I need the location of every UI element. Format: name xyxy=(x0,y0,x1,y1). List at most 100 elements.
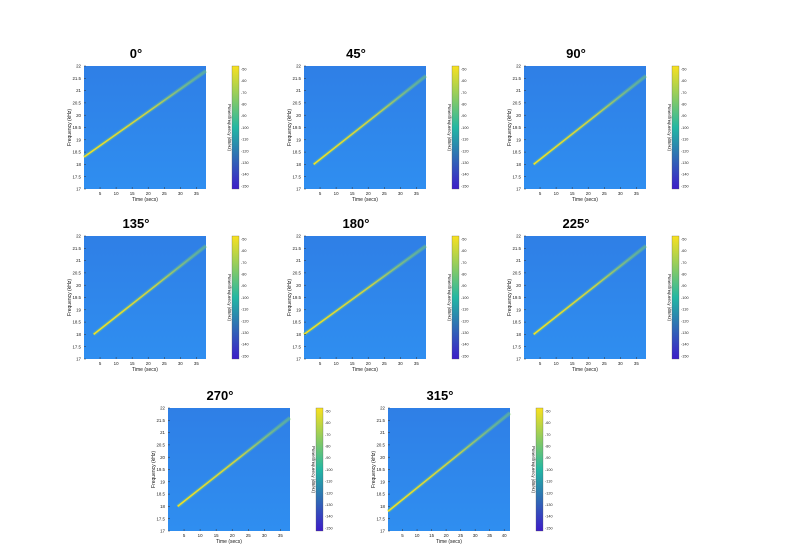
chart-title: 90° xyxy=(566,46,586,61)
x-tick-label: 30 xyxy=(178,361,183,366)
colorbar-tick-label: -130 xyxy=(681,161,689,165)
chirp-ridge xyxy=(533,245,647,336)
colorbar xyxy=(231,235,240,360)
colorbar-tick-label: -130 xyxy=(681,331,689,335)
spectrogram-chart: 22 21.5 21 20.5 20 19.5 19 18.5 18 17.5 17 5 10 15 20 2… xyxy=(67,234,249,373)
colorbar-tick-label: -150 xyxy=(545,526,553,530)
y-tick-label: 17 xyxy=(296,357,301,362)
colorbar-tick-label: -140 xyxy=(545,515,553,519)
x-tick-label: 15 xyxy=(570,361,575,366)
x-tick-label: 10 xyxy=(554,191,559,196)
y-axis-label: Frequency (kHz) xyxy=(507,279,513,316)
x-tick-label: 35 xyxy=(194,361,199,366)
colorbar-tick-label: -130 xyxy=(241,161,249,165)
x-tick-label: 35 xyxy=(634,191,639,196)
y-tick-label: 21.5 xyxy=(512,246,521,251)
colorbar-tick-label: -50 xyxy=(241,237,247,241)
spectrogram-chart: 22 21.5 21 20.5 20 19.5 19 18.5 18 17.5 17 5 10 15 20 2… xyxy=(287,64,469,203)
x-tick-label: 10 xyxy=(415,533,420,538)
y-axis-label: Frequency (kHz) xyxy=(67,109,73,146)
chirp-ridge xyxy=(303,245,427,336)
y-tick-label: 22 xyxy=(380,406,385,411)
colorbar-tick-label: -120 xyxy=(461,319,469,323)
colorbar-tick-label: -110 xyxy=(461,138,468,142)
spectrogram-panel-180: 180° 22 21.5 21 20.5 20 19.5 19 18.5 18 17.5 17 5 10 1… xyxy=(286,216,486,373)
colorbar-label: Power/frequency (dB/Hz) xyxy=(311,446,316,493)
colorbar-tick-label: -80 xyxy=(325,445,331,449)
y-tick-label: 17.5 xyxy=(512,344,521,349)
y-tick-label: 20.5 xyxy=(72,271,81,276)
spectrogram-background xyxy=(304,236,426,359)
y-tick-label: 18 xyxy=(76,162,81,167)
colorbar-tick-label: -150 xyxy=(241,184,249,188)
x-tick-label: 5 xyxy=(539,191,542,196)
chart-title: 180° xyxy=(342,216,370,231)
x-tick-label: 5 xyxy=(319,361,322,366)
y-tick-label: 21.5 xyxy=(512,76,521,81)
y-tick-label: 19 xyxy=(516,137,521,142)
x-tick-label: 30 xyxy=(618,191,623,196)
colorbar-tick-label: -50 xyxy=(241,67,247,71)
colorbar-tick-label: -100 xyxy=(681,126,689,130)
colorbar-tick-label: -60 xyxy=(325,421,331,425)
spectrogram-chart: 22 21.5 21 20.5 20 19.5 19 18.5 18 17.5 17 5 10 15 20 2… xyxy=(371,406,553,545)
x-axis-label: Time (secs) xyxy=(572,367,598,373)
y-tick-label: 19 xyxy=(296,137,301,142)
y-tick-label: 20 xyxy=(160,455,165,460)
y-tick-label: 20 xyxy=(76,283,81,288)
x-tick-label: 10 xyxy=(334,361,339,366)
y-axis-label: Frequency (kHz) xyxy=(371,451,377,488)
y-tick-label: 17 xyxy=(516,357,521,362)
colorbar-tick-label: -60 xyxy=(241,79,247,83)
colorbar-tick-label: -110 xyxy=(241,138,248,142)
colorbar-label: Power/frequency (dB/Hz) xyxy=(667,274,672,321)
y-tick-label: 18 xyxy=(76,332,81,337)
colorbar-tick-label: -50 xyxy=(461,237,467,241)
y-tick-label: 18.5 xyxy=(512,320,521,325)
colorbar-tick-label: -140 xyxy=(681,173,689,177)
x-tick-label: 35 xyxy=(634,361,639,366)
x-tick-label: 10 xyxy=(554,361,559,366)
spectrogram-chart: 22 21.5 21 20.5 20 19.5 19 18.5 18 17.5 17 5 10 15 20 2… xyxy=(67,64,249,203)
chirp-ridge xyxy=(93,245,207,336)
chirp-ridge xyxy=(313,75,427,166)
x-tick-label: 5 xyxy=(99,361,102,366)
y-tick-label: 19 xyxy=(296,307,301,312)
x-axis-label: Time (secs) xyxy=(436,539,462,545)
colorbar-tick-label: -60 xyxy=(545,421,551,425)
x-tick-label: 25 xyxy=(382,361,387,366)
colorbar-tick-label: -80 xyxy=(461,103,467,107)
colorbar xyxy=(451,65,460,190)
x-tick-label: 20 xyxy=(146,361,151,366)
colorbar-tick-label: -70 xyxy=(545,433,551,437)
x-axis-label: Time (secs) xyxy=(132,197,158,203)
spectrogram-panel-135: 135° 22 21.5 21 20.5 20 19.5 19 18.5 18 17.5 17 5 10 1… xyxy=(66,216,266,373)
x-tick-label: 30 xyxy=(262,533,267,538)
colorbar xyxy=(231,65,240,190)
colorbar-tick-label: -70 xyxy=(461,91,467,95)
y-tick-label: 20 xyxy=(296,283,301,288)
y-tick-label: 19 xyxy=(76,137,81,142)
x-axis-label: Time (secs) xyxy=(572,197,598,203)
colorbar-tick-label: -110 xyxy=(681,308,688,312)
x-tick-label: 40 xyxy=(502,533,507,538)
y-tick-label: 21 xyxy=(76,88,81,93)
colorbar-tick-label: -120 xyxy=(325,491,333,495)
y-tick-label: 20 xyxy=(516,113,521,118)
colorbar-tick-label: -130 xyxy=(325,503,333,507)
y-tick-label: 17 xyxy=(76,187,81,192)
x-tick-label: 5 xyxy=(539,361,542,366)
x-tick-label: 15 xyxy=(130,361,135,366)
colorbar-label: Power/frequency (dB/Hz) xyxy=(531,446,536,493)
chart-title: 135° xyxy=(122,216,150,231)
y-tick-label: 18.5 xyxy=(292,150,301,155)
y-tick-label: 18 xyxy=(380,504,385,509)
colorbar-tick-label: -110 xyxy=(241,308,248,312)
x-tick-label: 30 xyxy=(473,533,478,538)
y-tick-label: 22 xyxy=(76,234,81,239)
colorbar-label: Power/frequency (dB/Hz) xyxy=(227,274,232,321)
x-tick-label: 20 xyxy=(366,191,371,196)
y-tick-label: 17.5 xyxy=(292,344,301,349)
y-tick-label: 18 xyxy=(296,332,301,337)
y-tick-label: 17.5 xyxy=(292,174,301,179)
